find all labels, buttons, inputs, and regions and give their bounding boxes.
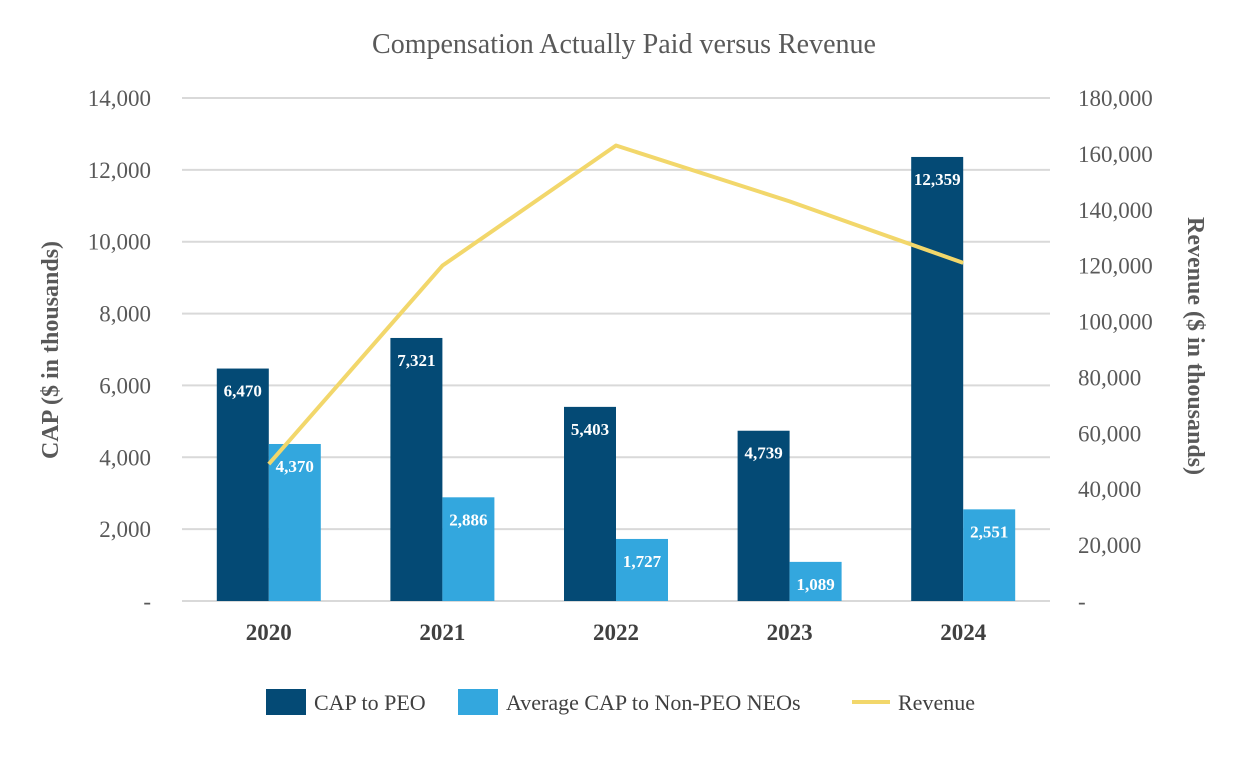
data-label: 7,321 (397, 351, 435, 370)
legend-swatch (458, 689, 498, 715)
data-label: 6,470 (224, 382, 262, 401)
y2-tick-label: 40,000 (1078, 477, 1141, 502)
chart-title: Compensation Actually Paid versus Revenu… (372, 29, 876, 60)
y2-tick-label: 180,000 (1078, 86, 1153, 111)
x-tick-label: 2020 (246, 620, 292, 645)
y2-tick-label: 140,000 (1078, 198, 1153, 223)
data-label: 12,359 (914, 170, 961, 189)
bar-cap-to-peo (911, 156, 964, 601)
y-tick-label: 10,000 (88, 230, 151, 255)
y2-tick-label: 60,000 (1078, 421, 1141, 446)
bar-cap-to-peo (216, 368, 269, 601)
bar-average-cap-to-non-peo-neos (442, 497, 495, 601)
y2-tick-label: 80,000 (1078, 365, 1141, 390)
data-label: 1,089 (796, 575, 834, 594)
bar-average-cap-to-non-peo-neos (268, 443, 321, 601)
x-axis-categories: 2020 2021 2022 2023 2024 (246, 620, 987, 645)
data-label: 4,739 (744, 444, 782, 463)
legend-label: Average CAP to Non-PEO NEOs (506, 690, 801, 715)
data-label: 5,403 (571, 420, 609, 439)
data-label: 4,370 (276, 457, 314, 476)
revenue-line-layer (267, 143, 964, 466)
x-tick-label: 2021 (419, 620, 465, 645)
legend-label: Revenue (898, 690, 975, 715)
x-tick-label: 2023 (767, 620, 813, 645)
y-axis-ticks: - 2,000 4,000 6,000 8,000 10,000 12,000 14,000 (88, 86, 151, 614)
x-tick-label: 2022 (593, 620, 639, 645)
legend-label: CAP to PEO (314, 690, 426, 715)
y2-axis-ticks: - 20,000 40,000 60,000 80,000 100,000 120,000 1… (1078, 86, 1153, 614)
y2-tick-label: 20,000 (1078, 533, 1141, 558)
legend-swatch (266, 689, 306, 715)
y-tick-label: 8,000 (99, 302, 151, 327)
y2-tick-label: - (1078, 589, 1086, 614)
data-label: 1,727 (623, 552, 662, 571)
y-tick-label: 4,000 (99, 445, 151, 470)
bar-cap-to-peo (737, 430, 790, 601)
bar-cap-to-peo (390, 337, 443, 601)
legend: CAP to PEO Average CAP to Non-PEO NEOs Rev… (266, 689, 975, 715)
y2-tick-label: 160,000 (1078, 142, 1153, 167)
y-tick-label: - (143, 589, 151, 614)
bar-cap-to-peo (564, 406, 616, 601)
x-tick-label: 2024 (940, 620, 987, 645)
y-tick-label: 2,000 (99, 517, 151, 542)
y-axis-label: CAP ($ in thousands) (38, 241, 64, 459)
y2-axis-label: Revenue ($ in thousands) (1182, 217, 1208, 475)
y-tick-label: 14,000 (88, 86, 151, 111)
y2-tick-label: 120,000 (1078, 254, 1153, 279)
data-label: 2,886 (449, 510, 487, 529)
bar-average-cap-to-non-peo-neos (616, 538, 668, 601)
bar-average-cap-to-non-peo-neos (789, 561, 842, 601)
y-tick-label: 6,000 (99, 373, 151, 398)
bars (216, 156, 1016, 601)
y2-tick-label: 100,000 (1078, 310, 1153, 335)
data-labels: 6,470 7,321 5,403 4,739 12,359 4,370 2,886 1,72… (224, 170, 1009, 594)
y-tick-label: 12,000 (88, 158, 151, 183)
bar-average-cap-to-non-peo-neos (963, 509, 1016, 601)
data-label: 2,551 (970, 522, 1008, 541)
